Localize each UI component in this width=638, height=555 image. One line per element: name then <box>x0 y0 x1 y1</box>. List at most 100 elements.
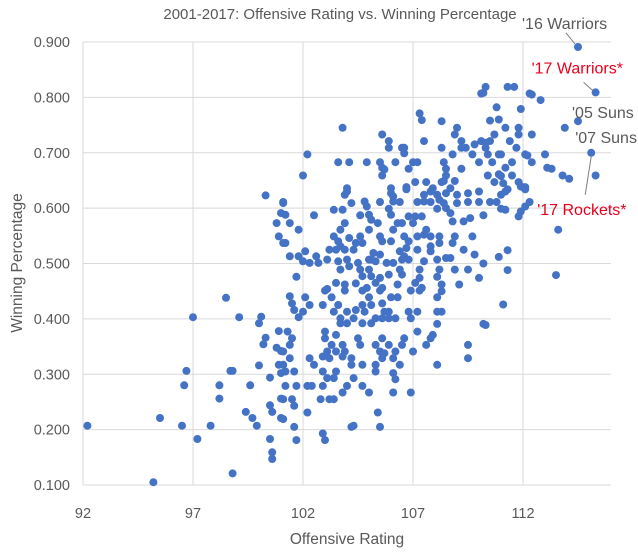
data-point <box>336 225 345 234</box>
data-point <box>279 415 288 424</box>
data-point <box>501 123 510 132</box>
data-point <box>387 184 395 193</box>
data-point <box>565 174 574 183</box>
annotation-label: '16 Warriors <box>522 16 607 33</box>
data-point <box>422 178 431 187</box>
y-tick-label: 0.300 <box>34 367 70 383</box>
data-point <box>404 255 413 264</box>
data-point <box>413 245 422 254</box>
data-point <box>279 199 288 208</box>
data-point <box>510 82 519 91</box>
data-point <box>299 171 307 180</box>
data-point <box>294 313 303 322</box>
data-point <box>411 278 420 287</box>
data-point <box>371 314 380 323</box>
data-point <box>402 183 411 192</box>
data-point <box>314 258 323 267</box>
x-tick-label: 102 <box>291 506 315 522</box>
data-point <box>290 401 299 410</box>
data-point <box>490 178 499 187</box>
data-point <box>281 367 290 376</box>
data-point <box>338 340 347 349</box>
data-point <box>475 158 483 167</box>
data-point <box>329 307 338 316</box>
data-point <box>281 381 290 390</box>
data-point <box>382 258 391 267</box>
data-point <box>437 143 446 152</box>
data-point <box>486 198 494 206</box>
data-point <box>554 225 563 234</box>
data-point <box>371 340 380 349</box>
data-point <box>409 347 417 356</box>
data-point <box>378 299 387 308</box>
data-point <box>332 330 340 339</box>
data-point <box>384 307 393 316</box>
data-point <box>387 237 395 246</box>
data-point <box>316 395 325 404</box>
data-point <box>373 219 382 228</box>
data-point <box>422 340 431 349</box>
data-point <box>400 149 409 158</box>
data-point <box>450 177 459 185</box>
data-point <box>453 123 461 132</box>
data-point <box>301 247 310 256</box>
data-point <box>215 381 224 390</box>
data-point <box>321 334 329 343</box>
data-point <box>343 307 351 316</box>
data-point <box>290 422 299 431</box>
data-point <box>503 266 512 275</box>
data-point <box>433 204 442 213</box>
data-point <box>285 219 294 228</box>
data-point <box>406 388 415 397</box>
data-point <box>503 185 512 194</box>
data-point <box>558 171 567 180</box>
data-point <box>334 301 343 309</box>
data-point <box>279 395 288 404</box>
data-point <box>343 184 351 193</box>
data-point <box>499 179 508 188</box>
data-point <box>307 381 316 390</box>
data-point <box>494 115 503 124</box>
data-point <box>178 421 186 430</box>
data-point <box>479 259 488 268</box>
data-point <box>541 150 549 159</box>
data-point <box>457 164 466 173</box>
data-point <box>303 150 312 159</box>
data-point <box>468 150 477 159</box>
x-tick-label: 92 <box>75 506 91 522</box>
data-point <box>299 257 307 266</box>
data-point <box>294 225 303 234</box>
data-point <box>402 244 411 252</box>
x-tick-label: 97 <box>185 506 201 522</box>
data-point <box>446 209 455 218</box>
data-point <box>215 394 224 403</box>
data-point <box>327 340 336 349</box>
data-point <box>347 360 356 369</box>
data-point <box>378 283 387 292</box>
data-point <box>343 381 351 390</box>
annotation-leader-line <box>583 82 593 91</box>
data-point <box>503 82 512 91</box>
x-tick-labels: 92 97 102 107 112 <box>75 506 535 522</box>
data-point <box>378 171 387 180</box>
data-point <box>461 143 470 152</box>
data-point <box>479 211 488 220</box>
data-point <box>362 283 371 292</box>
data-point <box>420 137 428 146</box>
x-tick-label: 112 <box>511 506 534 522</box>
y-tick-labels: 0.100 0.200 0.300 0.400 0.500 0.600 0.700 0.800… <box>34 35 70 494</box>
y-tick-label: 0.900 <box>34 35 70 51</box>
data-point <box>378 334 387 343</box>
data-point <box>536 96 545 105</box>
data-point <box>349 245 358 254</box>
data-point <box>290 367 299 376</box>
data-point <box>367 301 376 309</box>
data-point <box>321 436 329 445</box>
data-point <box>378 354 387 363</box>
data-point <box>248 414 257 422</box>
data-point <box>325 245 334 254</box>
data-point <box>384 143 393 152</box>
data-point <box>285 292 294 301</box>
data-point <box>389 258 398 267</box>
data-point <box>255 361 263 370</box>
